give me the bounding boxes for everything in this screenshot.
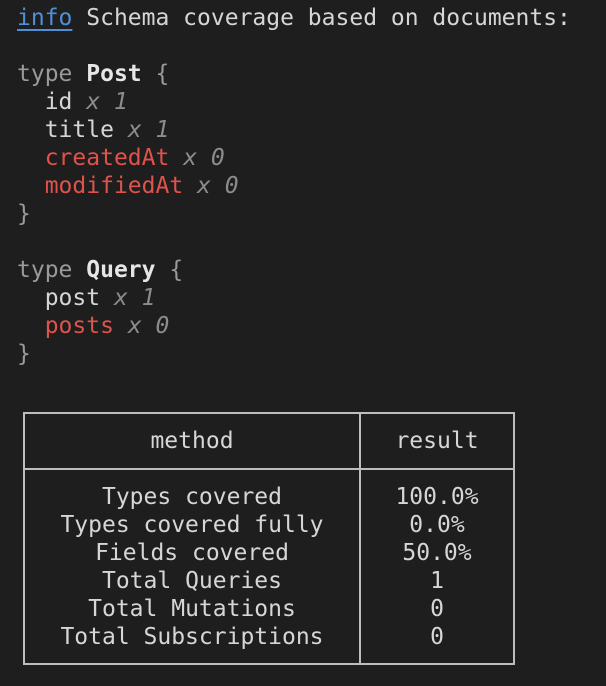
type-name: Query	[86, 257, 156, 283]
column-divider	[359, 414, 361, 663]
header-divider	[25, 468, 513, 470]
type-header: type Post {	[17, 60, 169, 88]
method-cell: Fields covered	[95, 540, 289, 566]
field-name: posts	[44, 313, 114, 339]
field-line: modifiedAt x 0	[17, 172, 239, 200]
method-cell: Total Queries	[101, 568, 282, 594]
type-header: type Query {	[17, 256, 183, 284]
field-name: title	[44, 117, 114, 143]
header-result: result	[395, 428, 479, 454]
field-line: post x 1	[17, 284, 156, 312]
field-count: x 0	[183, 145, 225, 171]
info-message: Schema coverage based on documents:	[86, 5, 571, 31]
method-cell: Types covered fully	[60, 512, 324, 538]
field-name: modifiedAt	[44, 173, 184, 199]
field-count: x 1	[86, 89, 128, 115]
field-count: x 1	[113, 285, 156, 311]
type-keyword: type	[17, 61, 73, 87]
result-cell: 0	[430, 624, 444, 650]
type-keyword: type	[17, 257, 73, 283]
open-brace: {	[169, 257, 184, 283]
result-cell: 0	[430, 596, 444, 622]
result-cell: 100.0%	[395, 484, 479, 510]
info-line: info Schema coverage based on documents:	[17, 4, 571, 32]
field-line: posts x 0	[17, 312, 170, 340]
field-count: x 1	[127, 117, 170, 143]
field-name: post	[44, 285, 101, 311]
method-cell: Total Subscriptions	[60, 624, 324, 650]
header-method: method	[150, 428, 234, 454]
field-count: x 0	[127, 313, 170, 339]
open-brace: {	[155, 61, 170, 87]
method-cell: Total Mutations	[88, 596, 296, 622]
close-brace: }	[17, 341, 31, 367]
result-cell: 1	[430, 568, 444, 594]
info-tag[interactable]: info	[17, 5, 73, 31]
field-line: createdAt x 0	[17, 144, 225, 172]
field-line: id x 1	[17, 88, 128, 116]
result-cell: 50.0%	[402, 540, 472, 566]
field-name: createdAt	[44, 145, 170, 171]
close-brace: }	[17, 201, 31, 227]
field-count: x 0	[197, 173, 239, 199]
field-line: title x 1	[17, 116, 170, 144]
field-name: id	[44, 89, 73, 115]
coverage-table: method result Types covered 100.0% Types c…	[23, 412, 515, 665]
result-cell: 0.0%	[409, 512, 465, 538]
type-name: Post	[86, 61, 142, 87]
method-cell: Types covered	[101, 484, 282, 510]
